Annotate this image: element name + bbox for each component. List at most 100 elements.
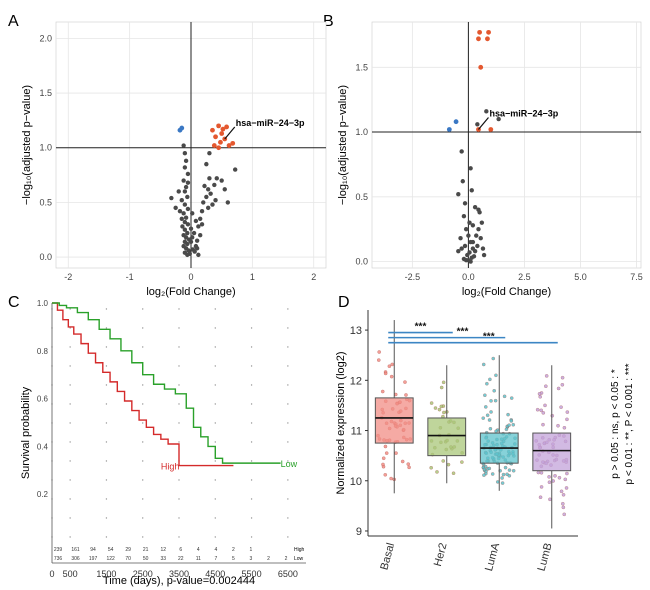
- grid-dot: [105, 365, 108, 367]
- grid-dot: [214, 365, 216, 367]
- y-tick-label: 1.5: [39, 88, 52, 98]
- point-ns: [474, 233, 479, 238]
- point-up: [216, 123, 222, 129]
- risk-row-label-high: High: [294, 547, 305, 553]
- grid-dot: [287, 384, 289, 386]
- grid-dot: [214, 479, 216, 481]
- point-up: [485, 36, 490, 42]
- jitter-point: [494, 373, 498, 378]
- jitter-point: [564, 486, 569, 490]
- points-b: [446, 29, 501, 264]
- jitter-point: [383, 444, 388, 449]
- point-ns: [198, 216, 203, 221]
- point-ns: [182, 165, 188, 170]
- x-axis-label-b: log₂(Fold Change): [462, 286, 551, 298]
- point-up: [488, 127, 494, 132]
- ticks-b: -2.5 0.0 2.5 5.0 7.5 0.0 0.5 1.0 1.5: [355, 62, 642, 282]
- point-ns: [196, 252, 201, 258]
- point-ns: [212, 182, 217, 188]
- grid-dot: [214, 308, 216, 310]
- grid-dot: [214, 441, 216, 443]
- grid-dot: [105, 384, 108, 386]
- point-down: [177, 127, 183, 133]
- jitter-point: [484, 405, 488, 409]
- grid-dot: [105, 498, 108, 500]
- point-ns: [198, 233, 203, 238]
- point-up: [476, 36, 481, 42]
- grid-dot: [142, 441, 144, 443]
- risk-count-high: 54: [108, 547, 114, 553]
- grid-dot: [105, 460, 108, 462]
- point-up: [218, 139, 223, 145]
- grid-dot: [250, 460, 253, 462]
- jitter-point: [500, 481, 505, 485]
- y-axis-label-c: Survival probability: [20, 386, 32, 479]
- boxplot-d: *** *** *** 9 10 11 12 13 Basal Her2 LumA LumB Nor…: [335, 310, 635, 573]
- grid-dot: [69, 422, 71, 424]
- risk-count-low: 197: [89, 556, 98, 562]
- point-ns: [459, 149, 464, 154]
- y-tick-label: 0.5: [39, 197, 52, 207]
- grid-dot: [142, 460, 144, 462]
- grid-dot: [287, 441, 289, 443]
- jitter-point: [503, 465, 508, 470]
- y-tick-label: 0.5: [355, 192, 368, 202]
- jitter-point: [559, 489, 564, 494]
- point-ns: [185, 241, 190, 247]
- jitter-point: [493, 398, 498, 403]
- grid-dot: [142, 308, 144, 310]
- jitter-point: [538, 495, 543, 500]
- risk-count-low: 122: [106, 556, 115, 562]
- x-tick-label: 7.5: [630, 272, 643, 282]
- jitter-point: [384, 451, 389, 455]
- grid-dot: [287, 365, 289, 367]
- y-tick-label: 0.0: [39, 252, 52, 262]
- risk-count-high: 239: [54, 547, 63, 553]
- point-ns: [183, 215, 189, 220]
- jitter-point: [548, 497, 552, 502]
- point-ns: [470, 223, 476, 228]
- risk-count-low: 2: [267, 556, 270, 562]
- grid-dot: [69, 403, 71, 405]
- point-ns: [180, 224, 185, 229]
- point-ns: [185, 171, 191, 177]
- panel-label-a: A: [8, 13, 19, 30]
- jitter-point: [488, 377, 492, 382]
- grid-dot: [250, 441, 253, 443]
- jitter-point: [561, 505, 566, 510]
- jitter-point: [544, 374, 549, 378]
- point-ns: [213, 198, 218, 203]
- annotation-arrow-b: [478, 117, 489, 130]
- point-ns: [476, 207, 481, 212]
- risk-row-label-low: Low: [294, 556, 304, 562]
- grid-dot: [105, 346, 108, 348]
- point-ns: [177, 208, 183, 214]
- point-ns: [478, 236, 483, 241]
- grid-dot: [142, 403, 144, 405]
- point-ns: [466, 233, 471, 238]
- point-ns: [476, 226, 481, 232]
- grid-dot: [105, 422, 108, 424]
- x-tick-label: -2.5: [405, 272, 421, 282]
- grid-dot: [142, 498, 144, 500]
- point-ns: [462, 243, 468, 249]
- annotation-label-b: hsa−miR−24−3p: [489, 108, 558, 118]
- x-tick-label: 500: [63, 569, 78, 579]
- grid-dot: [142, 327, 144, 329]
- risk-count-low: 50: [143, 556, 149, 562]
- grid-dot: [142, 384, 144, 386]
- significance-note-line-1: p > 0.05 : ns, p < 0.05 : *: [610, 369, 621, 479]
- jitter-point: [485, 381, 489, 386]
- point-ns: [456, 248, 461, 254]
- jitter-point: [442, 410, 446, 415]
- x-tick-label: 2500: [133, 569, 153, 579]
- point-ns: [182, 219, 188, 225]
- point-ns: [205, 187, 211, 192]
- jitter-point: [435, 470, 439, 474]
- grid-dot: [178, 479, 180, 481]
- grid-dot: [69, 441, 71, 443]
- risk-count-high: 29: [125, 547, 131, 553]
- point-ns: [472, 248, 478, 254]
- x-tick-label: LumB: [536, 542, 555, 573]
- jitter-point: [565, 410, 570, 414]
